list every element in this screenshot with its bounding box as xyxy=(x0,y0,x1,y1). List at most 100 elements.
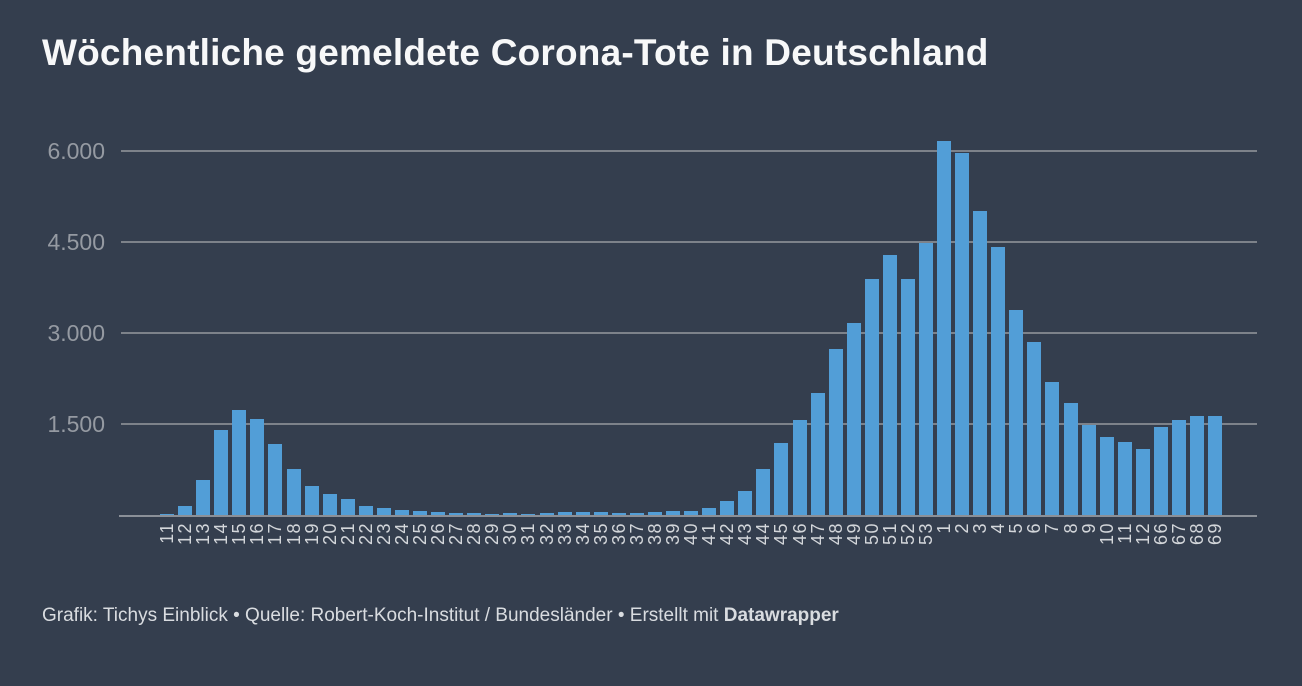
bar xyxy=(322,494,337,515)
x-axis-tick-label: 53 xyxy=(915,522,936,546)
x-axis-tick-label: 51 xyxy=(879,522,900,546)
x-axis-tick-label: 18 xyxy=(283,522,304,546)
bar xyxy=(539,513,554,515)
bar xyxy=(1117,442,1132,515)
bar xyxy=(376,508,391,515)
bar xyxy=(882,255,897,515)
x-axis-tick-label: 35 xyxy=(590,522,611,546)
bar xyxy=(503,513,518,515)
bar xyxy=(268,444,283,515)
bar xyxy=(611,513,626,515)
x-axis-tick-label: 50 xyxy=(861,522,882,546)
bar xyxy=(340,499,355,515)
x-axis-tick-label: 49 xyxy=(843,522,864,546)
x-axis-tick-label: 48 xyxy=(825,522,846,546)
bar xyxy=(991,247,1006,515)
bar xyxy=(1027,342,1042,515)
x-axis-tick-label: 46 xyxy=(789,522,810,546)
x-axis-tick-label: 10 xyxy=(1096,522,1117,546)
x-axis-tick-label: 24 xyxy=(391,522,412,546)
bar xyxy=(575,512,590,515)
x-axis-tick-label: 17 xyxy=(265,522,286,546)
chart-footer: Grafik: Tichys Einblick • Quelle: Robert… xyxy=(42,605,839,627)
x-axis-tick-label: 39 xyxy=(663,522,683,546)
x-axis-tick-label: 37 xyxy=(626,522,647,546)
bar xyxy=(593,512,608,515)
bar xyxy=(792,420,807,515)
bar xyxy=(413,511,427,515)
x-axis-tick-label: 38 xyxy=(644,522,665,546)
bar xyxy=(358,506,373,515)
bar xyxy=(557,512,572,515)
x-axis-tick-label: 22 xyxy=(355,522,376,546)
bar xyxy=(684,511,698,515)
x-axis-tick-label: 9 xyxy=(1078,522,1099,534)
bar xyxy=(178,506,193,515)
bar xyxy=(1135,449,1150,515)
x-axis-tick-label: 1 xyxy=(934,522,954,534)
bar xyxy=(937,141,951,515)
bar xyxy=(629,513,644,515)
bar xyxy=(846,323,861,515)
x-axis-tick-label: 45 xyxy=(771,522,792,546)
x-axis-tick-label: 7 xyxy=(1042,522,1063,534)
x-axis-tick-label: 12 xyxy=(1132,522,1153,546)
bar xyxy=(1208,416,1223,515)
x-axis-tick-label: 32 xyxy=(536,522,557,546)
footer-credit: Grafik: Tichys Einblick • Quelle: Robert… xyxy=(42,605,724,626)
x-axis-tick-label: 47 xyxy=(807,522,828,546)
x-axis-tick-label: 69 xyxy=(1205,522,1226,546)
x-axis-tick-label: 20 xyxy=(319,522,340,546)
x-axis-tick-label: 25 xyxy=(410,522,430,546)
bar xyxy=(1081,425,1096,515)
bar xyxy=(250,419,265,515)
x-axis-tick-label: 67 xyxy=(1168,522,1189,546)
x-axis-tick-label: 36 xyxy=(608,522,629,546)
bar xyxy=(214,430,229,515)
bar xyxy=(955,153,970,515)
x-axis-tick-label: 21 xyxy=(337,522,358,546)
x-axis-tick-label: 19 xyxy=(301,522,322,546)
bar xyxy=(774,443,789,515)
bar xyxy=(720,501,735,515)
bar xyxy=(1153,427,1168,515)
y-axis-tick-label: 3.000 xyxy=(47,320,105,346)
x-axis-tick-label: 34 xyxy=(572,522,593,546)
x-axis-tick-label: 68 xyxy=(1187,522,1207,546)
bar xyxy=(702,508,717,515)
bar xyxy=(864,279,879,515)
y-gridline xyxy=(121,332,1257,334)
bar xyxy=(1171,420,1186,515)
x-axis-tick-label: 33 xyxy=(554,522,575,546)
x-axis-tick-label: 23 xyxy=(373,522,394,546)
x-axis-tick-label: 52 xyxy=(897,522,918,546)
x-axis-tick-label: 11 xyxy=(1114,522,1135,544)
bar xyxy=(286,469,301,515)
bar xyxy=(738,491,753,515)
bar xyxy=(1063,403,1078,515)
bar xyxy=(1009,310,1024,515)
bar xyxy=(756,469,771,515)
x-axis-tick-label: 40 xyxy=(681,522,701,546)
x-axis-tick-label: 8 xyxy=(1060,522,1081,534)
bar xyxy=(1099,437,1114,515)
bar xyxy=(394,510,409,515)
y-axis-tick-label: 6.000 xyxy=(47,138,105,164)
x-axis-tick-label: 66 xyxy=(1150,522,1171,546)
bar xyxy=(828,349,843,515)
footer-brand: Datawrapper xyxy=(723,605,839,626)
bar xyxy=(232,410,247,515)
bar xyxy=(467,513,482,515)
bar xyxy=(1190,416,1204,515)
bar xyxy=(810,393,825,515)
chart-title: Wöchentliche gemeldete Corona-Tote in De… xyxy=(42,32,989,73)
bar xyxy=(647,512,662,515)
bar xyxy=(1045,382,1060,515)
y-gridline xyxy=(121,423,1257,425)
bar xyxy=(304,486,319,515)
x-axis-tick-label: 11 xyxy=(157,522,177,544)
bar xyxy=(196,480,211,515)
bar xyxy=(918,243,933,515)
bar xyxy=(449,513,464,515)
